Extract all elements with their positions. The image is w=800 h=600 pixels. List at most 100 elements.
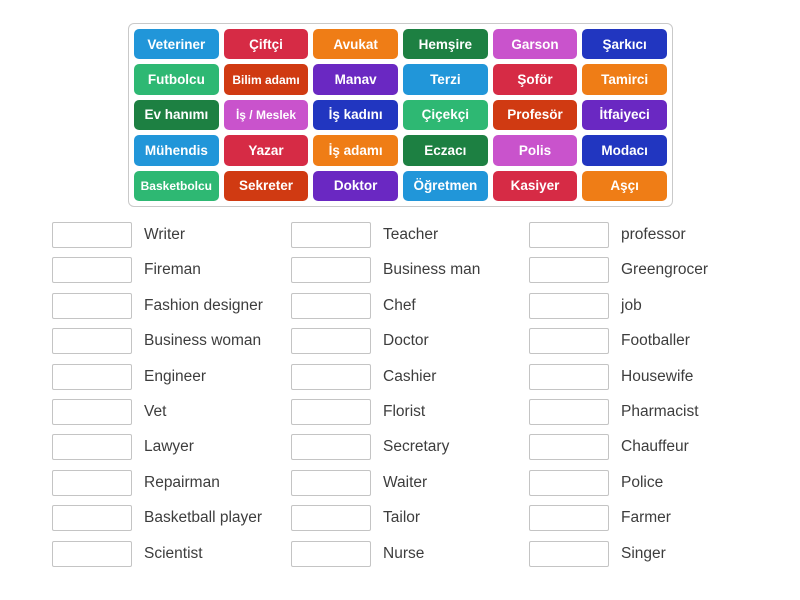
answer-slot[interactable] xyxy=(52,434,132,461)
word-tile-r2c4[interactable]: Terzi xyxy=(402,64,488,95)
answer-label: Basketball player xyxy=(144,509,263,527)
answer-slot[interactable] xyxy=(291,328,371,355)
word-tile-r2c2[interactable]: Bilim adamı xyxy=(223,64,309,95)
word-tile-r4c6[interactable]: Modacı xyxy=(582,135,667,166)
answer-label: Singer xyxy=(621,544,666,562)
answer-label: Fashion designer xyxy=(144,296,263,314)
answer-column-1: Writer Fireman Fashion designer Business wo… xyxy=(52,222,263,567)
answer-label: Fireman xyxy=(144,261,201,279)
answer-slot[interactable] xyxy=(52,292,132,319)
answer-slot[interactable] xyxy=(291,222,371,248)
answer-label: Scientist xyxy=(144,544,203,562)
answer-slot[interactable] xyxy=(52,222,132,248)
answer-row: Greengrocer xyxy=(529,257,709,284)
word-tile-r1c5[interactable]: Garson xyxy=(492,29,578,60)
answer-row: Business man xyxy=(291,257,481,284)
word-tile-r2c3[interactable]: Manav xyxy=(313,64,398,95)
answer-label: Housewife xyxy=(621,367,694,385)
word-tile-r1c4[interactable]: Hemşire xyxy=(402,29,488,60)
answer-row: Doctor xyxy=(291,328,480,355)
answer-row: Police xyxy=(529,469,708,496)
answer-label: Vet xyxy=(144,402,167,420)
answer-row: Business woman xyxy=(52,328,263,355)
answer-slot[interactable] xyxy=(529,540,609,567)
answer-row: Chauffeur xyxy=(529,434,708,461)
answer-slot[interactable] xyxy=(291,540,371,567)
word-tile-r4c3[interactable]: İş adamı xyxy=(313,135,398,166)
answer-label: Chef xyxy=(383,296,416,314)
answer-slot[interactable] xyxy=(529,434,609,461)
answer-slot[interactable] xyxy=(52,328,132,355)
answer-row: Waiter xyxy=(291,469,480,496)
answer-label: Business man xyxy=(383,261,481,279)
answer-label: Florist xyxy=(383,402,426,420)
answer-label: Nurse xyxy=(383,544,425,562)
answer-row: Engineer xyxy=(52,363,263,390)
word-tile-r2c5[interactable]: Şoför xyxy=(492,64,578,95)
answer-slot[interactable] xyxy=(291,292,371,319)
answer-label: Footballer xyxy=(621,332,690,350)
word-tile-r3c1[interactable]: Ev hanımı xyxy=(134,99,219,131)
answer-row: professor xyxy=(529,222,708,248)
word-tile-r5c5[interactable]: Kasiyer xyxy=(492,170,578,201)
word-tile-r4c5[interactable]: Polis xyxy=(492,135,578,166)
word-tile-r4c4[interactable]: Eczacı xyxy=(402,135,488,166)
word-tile-r1c1[interactable]: Veteriner xyxy=(134,29,219,60)
answer-slot[interactable] xyxy=(529,505,609,532)
answer-label: Waiter xyxy=(383,473,428,491)
answer-label: Farmer xyxy=(621,509,671,527)
answer-slot[interactable] xyxy=(52,363,132,390)
answer-slot[interactable] xyxy=(529,469,609,496)
answer-label: Greengrocer xyxy=(621,261,709,279)
answer-slot[interactable] xyxy=(291,363,371,390)
answer-row: Farmer xyxy=(529,505,708,532)
answer-row: Cashier xyxy=(291,363,480,390)
word-tile-r3c6[interactable]: İtfaiyeci xyxy=(582,99,667,131)
word-tile-grid: Veteriner Çiftçi Avukat Hemşire Garson Şarkıc… xyxy=(128,23,673,207)
answer-slot[interactable] xyxy=(529,222,609,248)
word-tile-r5c2[interactable]: Sekreter xyxy=(223,170,309,201)
answer-slot[interactable] xyxy=(291,505,371,532)
answer-row: Scientist xyxy=(52,540,263,567)
answer-slot[interactable] xyxy=(52,469,132,496)
answer-label: Cashier xyxy=(383,367,437,385)
word-tile-r5c6[interactable]: Aşçı xyxy=(582,170,667,201)
word-tile-r1c6[interactable]: Şarkıcı xyxy=(582,29,667,60)
answer-slot[interactable] xyxy=(52,505,132,532)
answer-row: Nurse xyxy=(291,540,480,567)
answer-slot[interactable] xyxy=(291,469,371,496)
answer-row: Tailor xyxy=(291,505,480,532)
answer-row: Lawyer xyxy=(52,434,263,461)
answer-slot[interactable] xyxy=(529,292,609,319)
word-tile-r1c2[interactable]: Çiftçi xyxy=(223,29,309,60)
word-tile-r3c2[interactable]: İş / Meslek xyxy=(223,99,309,131)
answer-slot[interactable] xyxy=(291,398,371,425)
answer-row: Singer xyxy=(529,540,708,567)
answer-column-2: Teacher Business man Chef Doctor Cashier Flor… xyxy=(291,222,480,567)
word-tile-r1c3[interactable]: Avukat xyxy=(313,29,398,60)
answer-slot[interactable] xyxy=(52,540,132,567)
word-tile-r2c1[interactable]: Futbolcu xyxy=(134,64,219,95)
answer-slot[interactable] xyxy=(291,257,371,284)
word-tile-r2c6[interactable]: Tamirci xyxy=(582,64,667,95)
word-tile-r3c5[interactable]: Profesör xyxy=(492,99,578,131)
answer-row: Footballer xyxy=(529,328,708,355)
answer-slot[interactable] xyxy=(529,257,609,284)
answer-slot[interactable] xyxy=(52,257,132,284)
answer-row: Florist xyxy=(291,398,480,425)
answer-row: Housewife xyxy=(529,363,708,390)
word-tile-r4c2[interactable]: Yazar xyxy=(223,135,309,166)
word-tile-r4c1[interactable]: Mühendis xyxy=(134,135,219,166)
answer-slot[interactable] xyxy=(529,398,609,425)
word-tile-r3c4[interactable]: Çiçekçi xyxy=(402,99,488,131)
answer-slot[interactable] xyxy=(291,434,371,461)
word-tile-r5c1[interactable]: Basketbolcu xyxy=(134,170,219,201)
word-tile-r5c3[interactable]: Doktor xyxy=(313,170,398,201)
word-tile-r5c4[interactable]: Öğretmen xyxy=(402,170,488,201)
answer-slot[interactable] xyxy=(52,398,132,425)
answer-label: Lawyer xyxy=(144,438,194,456)
answer-slot[interactable] xyxy=(529,363,609,390)
answer-slot[interactable] xyxy=(529,328,609,355)
word-tile-r3c3[interactable]: İş kadını xyxy=(313,99,398,131)
answer-row: Writer xyxy=(52,222,263,248)
